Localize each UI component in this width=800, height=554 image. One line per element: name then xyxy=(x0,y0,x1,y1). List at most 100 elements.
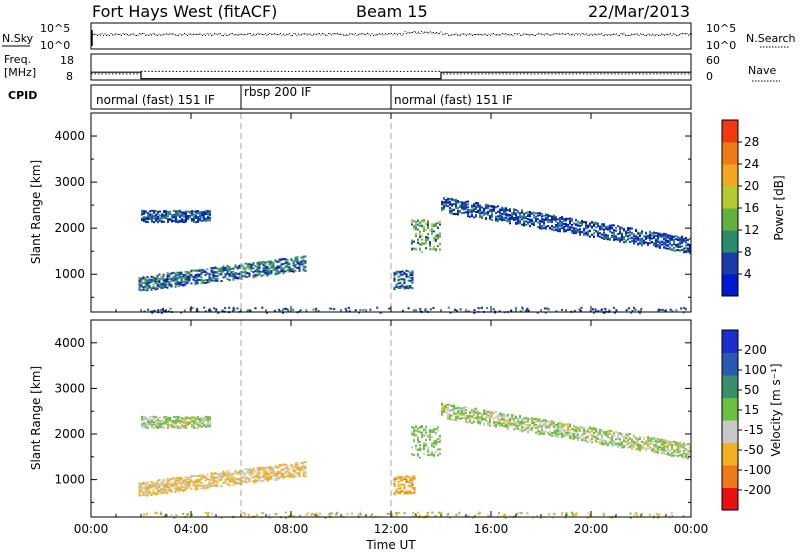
range-gate-cell xyxy=(525,215,527,218)
range-gate-cell xyxy=(411,274,414,277)
range-gate-cell xyxy=(585,231,587,234)
range-gate-cell xyxy=(639,238,641,240)
range-gate-cell xyxy=(142,493,145,496)
range-gate-cell xyxy=(270,264,273,267)
range-gate-cell xyxy=(234,275,237,278)
range-gate-cell xyxy=(687,238,689,241)
range-gate-cell xyxy=(425,242,427,245)
range-gate-cell xyxy=(281,311,284,314)
range-gate-cell xyxy=(599,235,601,238)
range-gate-cell xyxy=(551,225,553,228)
range-gate-cell xyxy=(200,484,203,487)
range-gate-cell xyxy=(265,311,268,314)
range-gate-cell xyxy=(689,237,691,240)
noise-sample xyxy=(115,33,116,35)
range-gate-cell xyxy=(573,232,575,235)
range-gate-cell xyxy=(467,211,469,214)
range-gate-cell xyxy=(575,434,577,437)
range-gate-cell xyxy=(511,215,513,218)
noise-sample xyxy=(281,34,283,36)
range-gate-cell xyxy=(144,488,147,491)
range-gate-cell xyxy=(593,428,595,431)
range-gate-cell xyxy=(619,239,621,242)
range-gate-cell xyxy=(471,411,473,414)
range-gate-cell xyxy=(197,416,199,418)
range-gate-cell xyxy=(254,275,257,278)
range-gate-cell xyxy=(505,212,507,215)
noise-sample xyxy=(452,34,454,36)
range-gate-cell xyxy=(565,230,567,233)
noise-sample xyxy=(607,34,608,36)
range-gate-cell xyxy=(186,485,189,488)
noise-sample xyxy=(508,34,509,36)
range-gate-cell xyxy=(487,411,489,413)
noise-sample xyxy=(244,33,245,35)
range-gate-cell xyxy=(194,479,197,482)
range-gate-cell xyxy=(158,278,161,280)
range-gate-cell xyxy=(397,491,400,494)
range-gate-cell xyxy=(182,280,185,283)
range-gate-cell xyxy=(170,279,173,282)
range-gate-cell xyxy=(415,226,417,229)
range-gate-cell xyxy=(167,221,169,223)
noise-sample xyxy=(124,33,125,35)
range-gate-cell xyxy=(669,238,671,241)
range-gate-cell xyxy=(268,467,271,470)
range-gate-cell xyxy=(667,247,669,250)
range-gate-cell xyxy=(300,466,303,469)
range-gate-cell xyxy=(165,209,167,212)
range-gate-cell xyxy=(481,216,483,219)
range-gate-cell xyxy=(457,200,459,203)
noise-sample xyxy=(538,32,539,34)
range-gate-cell xyxy=(519,222,521,225)
range-gate-cell xyxy=(138,494,141,497)
range-gate-cell xyxy=(607,238,609,241)
range-gate-cell xyxy=(292,465,295,468)
range-gate-cell xyxy=(599,432,601,435)
range-gate-cell xyxy=(671,237,673,240)
range-gate-cell xyxy=(611,224,613,227)
range-gate-cell xyxy=(413,477,416,480)
range-gate-cell xyxy=(302,267,305,270)
noise-sample xyxy=(553,33,554,35)
range-gate-cell xyxy=(485,413,487,416)
range-gate-cell xyxy=(635,230,637,232)
range-gate-cell xyxy=(641,243,643,246)
range-gate-cell xyxy=(605,440,607,442)
range-gate-cell xyxy=(485,203,487,206)
range-gate-cell xyxy=(143,416,145,419)
range-gate-cell xyxy=(423,230,425,233)
range-gate-cell xyxy=(587,427,589,430)
range-gate-cell xyxy=(637,242,639,245)
range-gate-cell xyxy=(625,440,627,443)
range-gate-cell xyxy=(465,211,467,214)
range-gate-cell xyxy=(258,273,261,276)
range-gate-cell xyxy=(419,248,421,251)
range-gate-cell xyxy=(495,411,497,413)
noise-sample xyxy=(527,34,529,36)
range-gate-cell xyxy=(205,211,207,214)
range-gate-cell xyxy=(191,416,193,419)
range-gate-cell xyxy=(201,219,203,222)
range-gate-cell xyxy=(276,478,279,481)
range-gate-cell xyxy=(395,488,398,491)
range-gate-cell xyxy=(495,423,497,426)
range-gate-cell xyxy=(489,421,491,424)
range-gate-cell xyxy=(463,208,465,211)
range-gate-cell xyxy=(270,271,273,274)
range-gate-cell xyxy=(280,266,283,269)
range-gate-cell xyxy=(194,283,197,286)
range-gate-cell xyxy=(403,280,406,283)
range-gate-cell xyxy=(150,484,153,487)
range-gate-cell xyxy=(161,217,163,219)
range-gate-cell xyxy=(147,221,149,223)
range-gate-cell xyxy=(140,277,143,280)
range-gate-cell xyxy=(507,220,509,223)
range-gate-cell xyxy=(449,414,451,417)
range-gate-cell xyxy=(411,483,414,486)
range-gate-cell xyxy=(441,203,443,206)
range-gate-cell xyxy=(174,278,177,281)
range-gate-cell xyxy=(298,262,301,265)
range-gate-cell xyxy=(517,419,519,422)
range-gate-cell xyxy=(475,409,477,412)
